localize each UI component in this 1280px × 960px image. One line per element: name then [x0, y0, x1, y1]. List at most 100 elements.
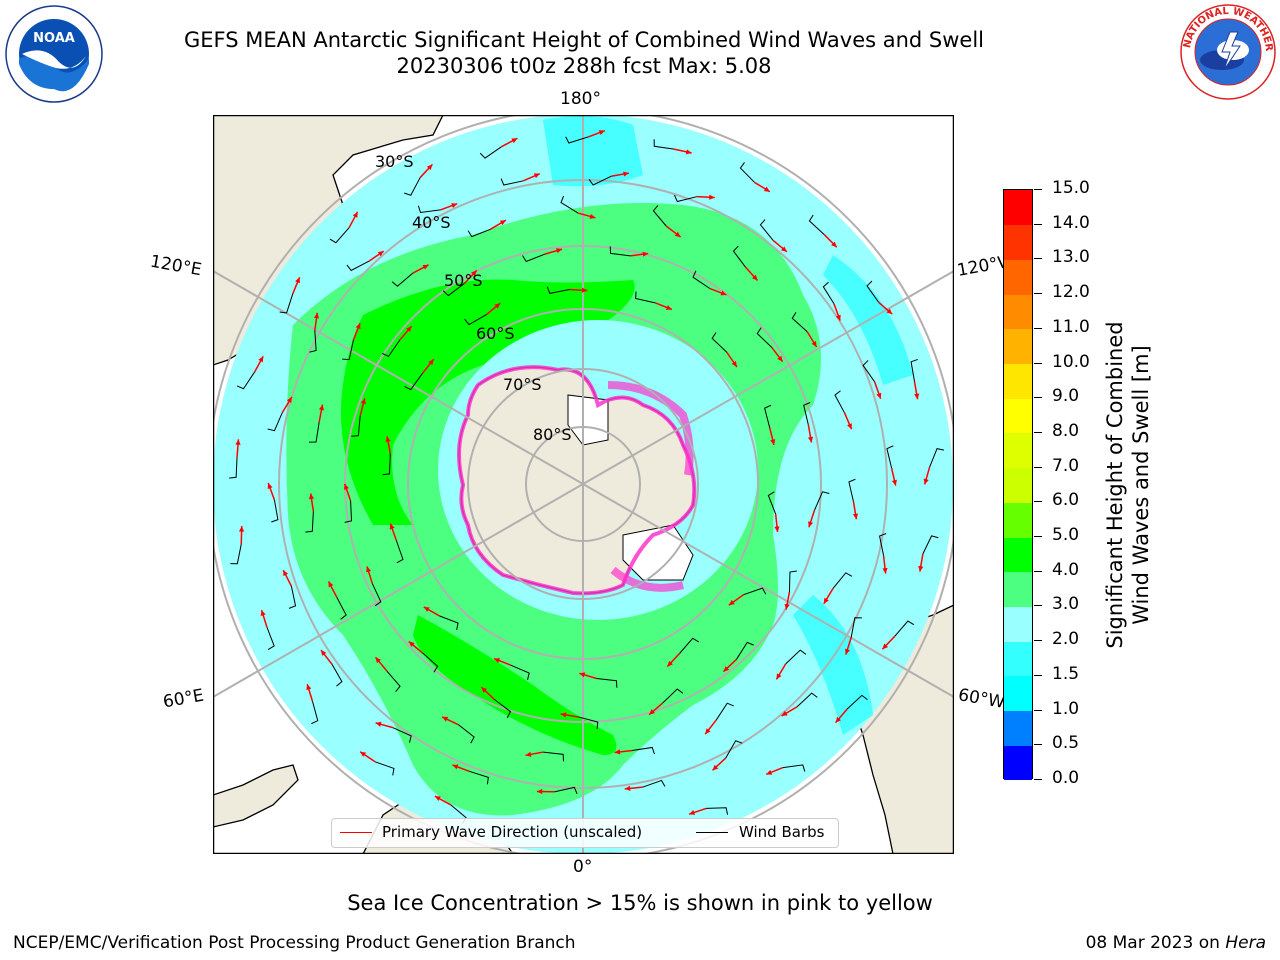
wind-barb: [404, 373, 423, 391]
wind-barb: [652, 205, 667, 227]
wave-arrow-head: [560, 712, 567, 718]
wave-arrow-head: [709, 194, 715, 200]
colorbar-tick: [1034, 397, 1042, 399]
wave-arrow-head: [685, 149, 692, 155]
wind-barb: [764, 404, 772, 428]
noaa-logo: NOAA: [4, 4, 104, 108]
colorbar-tick-label: 5.0: [1052, 525, 1080, 546]
colorbar-tick: [1034, 223, 1042, 225]
wave-arrow-head: [763, 186, 770, 192]
wind-barb: [756, 327, 773, 348]
wind-barb: [653, 139, 675, 150]
wind-barb: [635, 291, 656, 304]
wind-barb: [554, 786, 578, 794]
wind-barb: [588, 175, 612, 186]
wave-arrow-head: [844, 648, 850, 655]
wind-barb: [543, 751, 565, 762]
colorbar-tick-label: 1.0: [1052, 698, 1080, 719]
wave-arrow-head: [649, 709, 655, 715]
wave-arrow-head: [847, 423, 852, 430]
colorbar-segment: [1004, 571, 1032, 607]
wind-barb: [403, 177, 421, 196]
wave-arrow-head: [499, 220, 506, 226]
wave-arrow-head: [355, 323, 361, 330]
wave-arrow-head: [731, 360, 737, 367]
wave-arrow-head: [835, 314, 841, 321]
colorbar-segment: [1004, 502, 1032, 538]
wind-barb: [494, 699, 512, 719]
colorbar-tick: [1034, 640, 1042, 642]
wind-barb: [422, 652, 439, 673]
colorbar-tick-label: 0.5: [1052, 733, 1080, 754]
wind-barb: [846, 694, 868, 710]
colorbar-tick: [1034, 744, 1042, 746]
wave-arrow-head: [579, 672, 586, 678]
colorbar: [1003, 189, 1033, 781]
colorbar-segment: [1004, 641, 1032, 677]
wave-arrow-head: [835, 716, 842, 723]
wave-arrow-head: [536, 788, 543, 795]
wind-barb: [391, 272, 414, 287]
wind-barb: [578, 716, 599, 729]
wave-arrow-head: [886, 308, 893, 315]
wave-arrow-head: [235, 439, 241, 445]
wind-barb: [336, 597, 347, 620]
wave-arrow-head: [352, 211, 358, 218]
wave-arrow-head: [428, 359, 434, 366]
colorbar-segment: [1004, 606, 1032, 642]
lon-label-120e: 120°E: [148, 251, 204, 281]
wind-barb: [305, 511, 314, 533]
colorbar-segment: [1004, 363, 1032, 399]
wind-barb: [439, 615, 459, 631]
credit-date-text: 08 Mar 2023 on: [1085, 933, 1226, 953]
wind-barb: [910, 358, 918, 382]
colorbar-tick-label: 0.0: [1052, 768, 1080, 788]
chart-title: GEFS MEAN Antarctic Significant Height o…: [183, 28, 985, 52]
wave-arrow-head: [770, 439, 776, 445]
wave-arrow-head: [589, 213, 596, 219]
wind-barb: [267, 412, 283, 432]
wave-arrow-head: [705, 728, 711, 735]
colorbar-tick-label: 9.0: [1052, 386, 1080, 407]
colorbar-tick-label: 1.5: [1052, 663, 1080, 684]
wind-barb: [309, 422, 320, 443]
wave-arrow-head: [377, 251, 384, 257]
wave-arrow-head: [728, 599, 735, 606]
wave-arrow-head: [807, 436, 814, 443]
legend-barb-label: Wind Barbs: [739, 823, 825, 841]
wind-barb: [715, 702, 734, 721]
wind-barb: [331, 663, 343, 687]
wave-arrow-head: [434, 796, 441, 802]
wind-barb: [632, 746, 655, 755]
wave-arrow-head: [876, 392, 882, 399]
lon-label-0: 0°: [573, 857, 593, 877]
colorbar-tick: [1034, 536, 1042, 538]
wave-arrow-head: [689, 809, 696, 815]
wave-arrow-head: [525, 751, 532, 757]
lon-label-60w: 60°W: [956, 685, 1007, 713]
wave-arrow-head: [308, 493, 315, 500]
wind-barb: [922, 535, 939, 555]
wave-arrow-head: [891, 479, 897, 486]
vector-field: [229, 129, 945, 824]
colorbar-segment: [1004, 294, 1032, 330]
wave-arrow-head: [674, 231, 681, 238]
wind-barb: [848, 478, 856, 502]
colorbar-tick-label: 11.0: [1052, 316, 1090, 337]
wind-barb: [894, 620, 915, 637]
wave-arrow-head: [375, 721, 382, 727]
wave-arrow-head: [295, 277, 300, 284]
wind-barb: [510, 664, 530, 681]
wave-arrow-head: [471, 270, 477, 277]
colorbar-tick-label: 8.0: [1052, 420, 1080, 441]
wind-barb: [886, 445, 894, 469]
wind-barb: [458, 724, 475, 744]
colorbar-tick: [1034, 709, 1042, 711]
wave-arrow-head: [882, 567, 888, 574]
wind-barb: [662, 688, 684, 704]
legend-wave-label: Primary Wave Direction (unscaled): [382, 823, 643, 841]
wind-barb: [386, 670, 401, 693]
colorbar-segment: [1004, 467, 1032, 503]
colorbar-tick: [1034, 327, 1042, 329]
colorbar-segment: [1004, 675, 1032, 712]
